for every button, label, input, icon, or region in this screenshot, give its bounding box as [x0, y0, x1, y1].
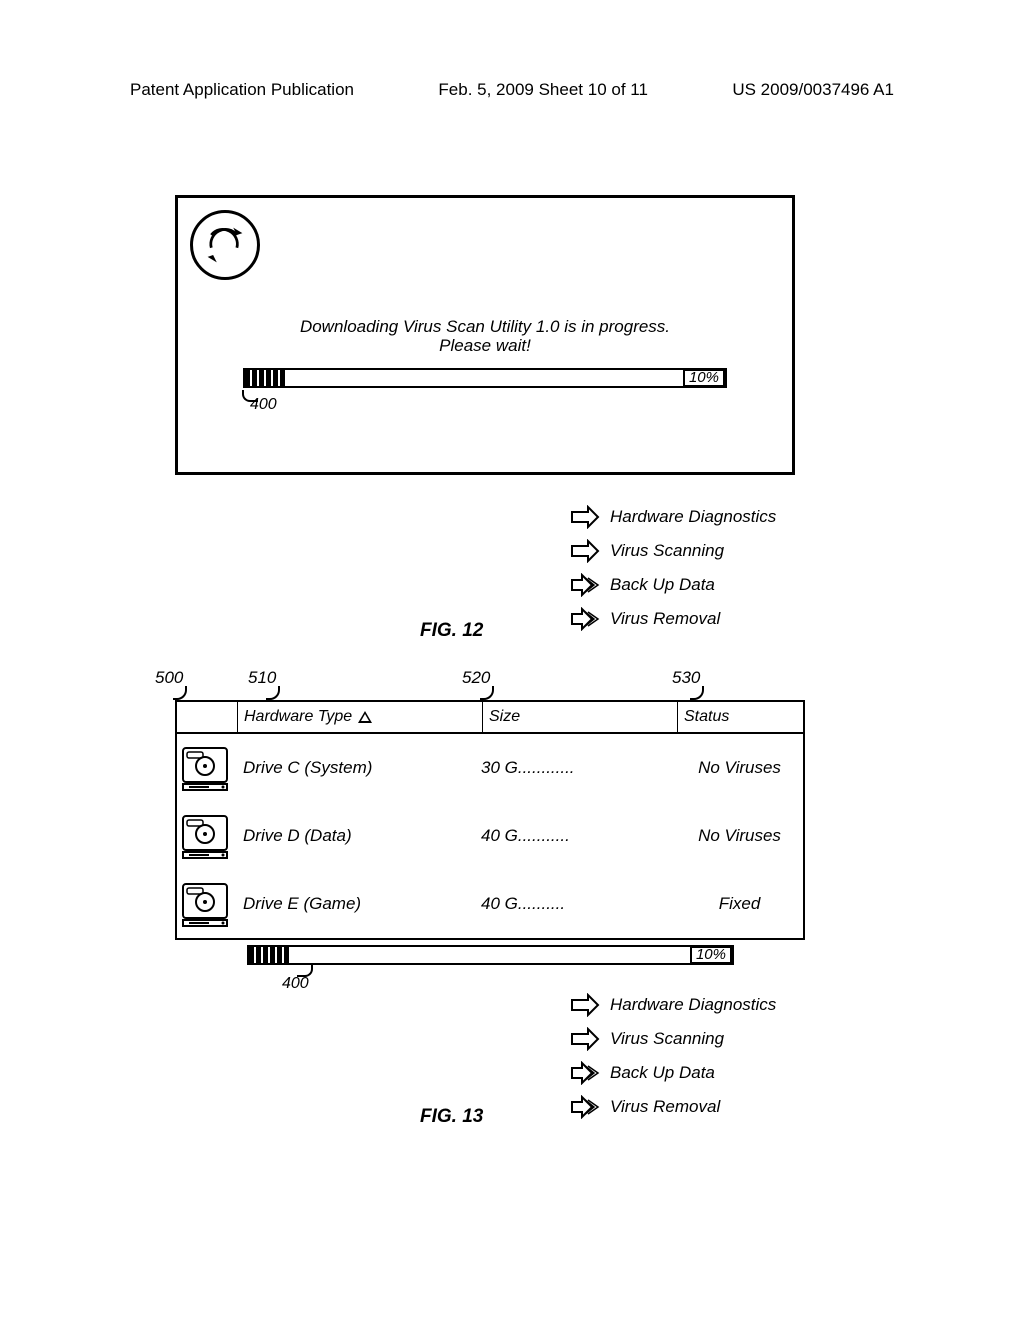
- header-left: Patent Application Publication: [130, 80, 354, 100]
- ref-500: 500: [155, 668, 183, 688]
- ref-520: 520: [462, 668, 490, 688]
- nav-label: Virus Scanning: [610, 541, 724, 561]
- fig13-caption: FIG. 13: [420, 1106, 483, 1128]
- ref-530: 530: [672, 668, 700, 688]
- nav-label: Back Up Data: [610, 575, 715, 595]
- ref-400-fig13: 400: [282, 975, 309, 993]
- nav-label: Hardware Diagnostics: [610, 507, 776, 527]
- progress-fill: [249, 947, 289, 963]
- fig13-table: Hardware Type Size Status Drive C (Syste…: [175, 700, 805, 940]
- nav-item[interactable]: Hardware Diagnostics: [570, 988, 776, 1022]
- col-size-header[interactable]: Size: [482, 702, 677, 732]
- nav-label: Virus Scanning: [610, 1029, 724, 1049]
- nav-item[interactable]: Back Up Data: [570, 568, 776, 602]
- nav-item[interactable]: Back Up Data: [570, 1056, 776, 1090]
- header-right: US 2009/0037496 A1: [732, 80, 894, 100]
- nav-list-fig12: Hardware Diagnostics Virus Scanning Back…: [570, 500, 776, 636]
- download-line1: Downloading Virus Scan Utility 1.0 is in…: [178, 318, 792, 337]
- cell-status: No Viruses: [676, 826, 803, 846]
- nav-label: Back Up Data: [610, 1063, 715, 1083]
- nav-label: Virus Removal: [610, 609, 720, 629]
- cell-size: 40 G...........: [481, 826, 676, 846]
- col-type-label: Hardware Type: [244, 708, 352, 726]
- sort-asc-icon: [358, 711, 372, 723]
- nav-label: Virus Removal: [610, 1097, 720, 1117]
- cell-type: Drive D (Data): [231, 826, 481, 846]
- refresh-logo-icon: [190, 210, 260, 280]
- nav-label: Hardware Diagnostics: [610, 995, 776, 1015]
- download-message: Downloading Virus Scan Utility 1.0 is in…: [178, 318, 792, 355]
- progress-fill: [245, 370, 285, 386]
- arrow-open-icon: [570, 1027, 600, 1051]
- nav-list-fig13: Hardware Diagnostics Virus Scanning Back…: [570, 988, 776, 1124]
- drive-icon: [179, 744, 231, 792]
- progress-bar-fig12: 10%: [243, 368, 727, 388]
- arrow-filled-icon: [570, 1061, 600, 1085]
- cell-size: 30 G............: [481, 758, 676, 778]
- nav-item[interactable]: Virus Scanning: [570, 1022, 776, 1056]
- cell-type: Drive E (Game): [231, 894, 481, 914]
- col-status-header[interactable]: Status: [677, 702, 803, 732]
- nav-item[interactable]: Hardware Diagnostics: [570, 500, 776, 534]
- table-row[interactable]: Drive D (Data) 40 G........... No Viruse…: [177, 802, 803, 870]
- cell-size: 40 G..........: [481, 894, 676, 914]
- table-header-row: Hardware Type Size Status: [177, 702, 803, 734]
- cell-type: Drive C (System): [231, 758, 481, 778]
- arrow-filled-icon: [570, 1095, 600, 1119]
- header-mid: Feb. 5, 2009 Sheet 10 of 11: [438, 80, 648, 100]
- drive-icon: [179, 880, 231, 928]
- nav-item[interactable]: Virus Removal: [570, 1090, 776, 1124]
- table-row[interactable]: Drive E (Game) 40 G.......... Fixed: [177, 870, 803, 938]
- cell-status: Fixed: [676, 894, 803, 914]
- progress-percent-fig13: 10%: [690, 946, 732, 964]
- col-type-header[interactable]: Hardware Type: [237, 702, 482, 732]
- progress-track: [247, 945, 734, 965]
- arrow-open-icon: [570, 993, 600, 1017]
- cell-status: No Viruses: [676, 758, 803, 778]
- page-header: Patent Application Publication Feb. 5, 2…: [0, 80, 1024, 100]
- arrow-filled-icon: [570, 573, 600, 597]
- progress-track: [243, 368, 727, 388]
- ref-400-fig12: 400: [250, 396, 277, 414]
- progress-bar-fig13: 10%: [247, 945, 734, 965]
- fig12-caption: FIG. 12: [420, 620, 483, 642]
- fig12-panel: Downloading Virus Scan Utility 1.0 is in…: [175, 195, 795, 475]
- arrow-open-icon: [570, 505, 600, 529]
- arrow-open-icon: [570, 539, 600, 563]
- download-line2: Please wait!: [178, 337, 792, 356]
- arrow-filled-icon: [570, 607, 600, 631]
- progress-percent-fig12: 10%: [683, 369, 725, 387]
- drive-icon: [179, 812, 231, 860]
- table-row[interactable]: Drive C (System) 30 G............ No Vir…: [177, 734, 803, 802]
- col-icon-header: [177, 702, 237, 732]
- ref-510: 510: [248, 668, 276, 688]
- nav-item[interactable]: Virus Removal: [570, 602, 776, 636]
- nav-item[interactable]: Virus Scanning: [570, 534, 776, 568]
